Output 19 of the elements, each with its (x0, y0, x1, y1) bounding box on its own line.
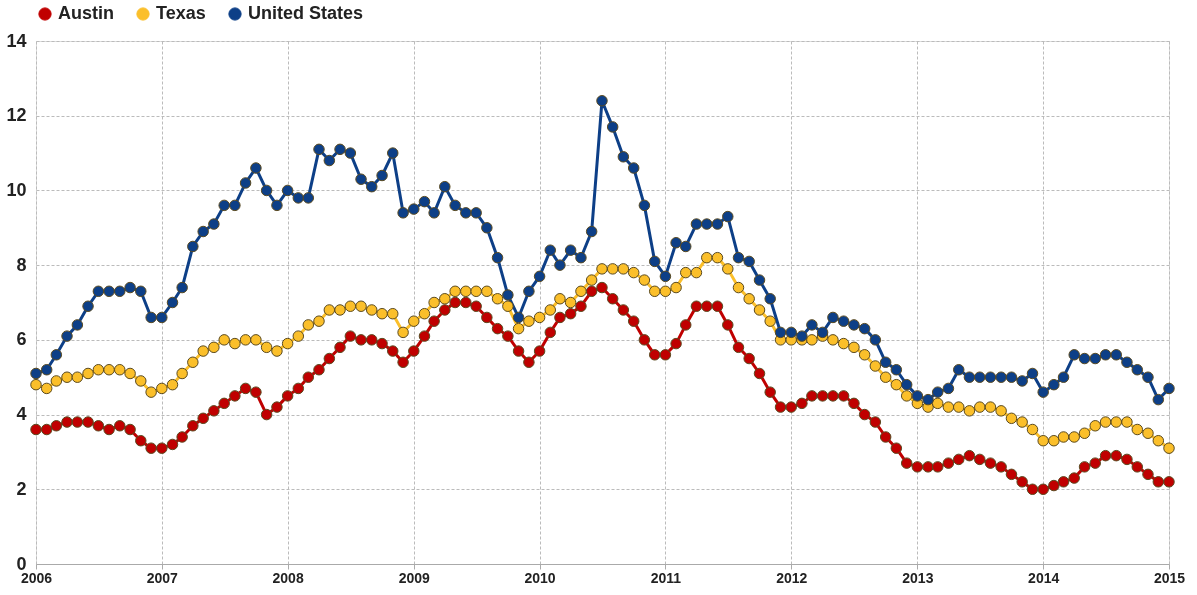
legend-label: Texas (156, 3, 206, 23)
y-tick-label: 14 (6, 30, 27, 51)
y-tick-label: 4 (16, 404, 27, 425)
legend-label: Austin (58, 3, 114, 23)
y-tick-label: 12 (6, 105, 27, 126)
y-tick-label: 10 (6, 179, 27, 200)
y-tick-label: 6 (16, 329, 27, 350)
legend-label: United States (248, 3, 364, 23)
x-tick-label: 2012 (776, 569, 808, 586)
x-tick-label: 2013 (902, 569, 934, 586)
x-tick-label: 2011 (650, 569, 682, 586)
x-tick-label: 2010 (524, 569, 556, 586)
x-tick-label: 2015 (1153, 569, 1186, 586)
x-tick-label: 2014 (1028, 569, 1060, 586)
y-tick-label: 8 (16, 254, 27, 275)
x-tick-label: 2009 (398, 569, 431, 586)
x-tick-label: 2008 (272, 569, 304, 586)
y-tick-label: 2 (16, 478, 27, 499)
x-tick-label: 2007 (146, 569, 179, 586)
